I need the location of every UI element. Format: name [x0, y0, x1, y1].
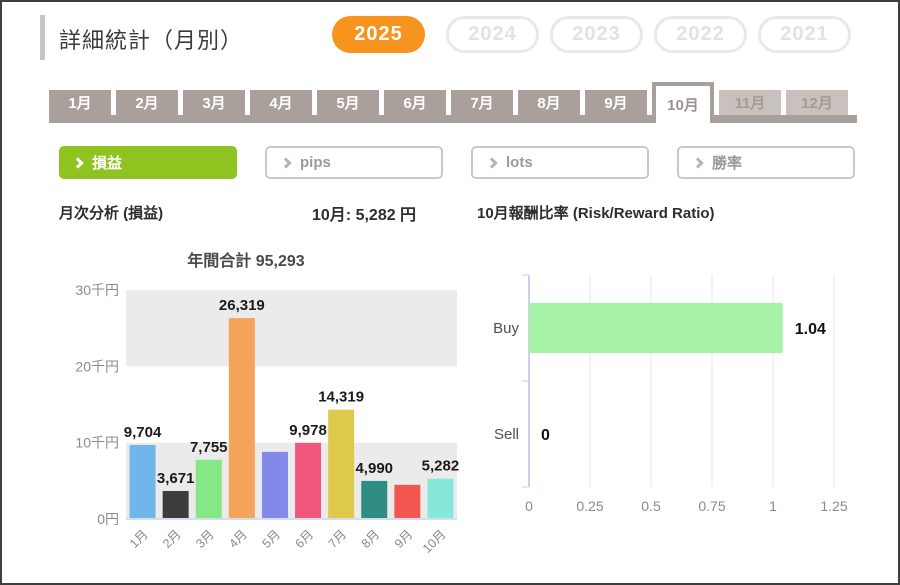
month-tab-10[interactable]: 10月 — [652, 82, 714, 123]
annual-total-label: 年間合計 95,293 — [187, 251, 304, 270]
bar-value-label: 9,978 — [289, 422, 327, 439]
x-axis-tick-label: 1.25 — [820, 498, 847, 514]
year-button-2025[interactable]: 2025 — [332, 16, 425, 53]
year-button-2024[interactable]: 2024 — [446, 16, 539, 53]
x-axis-month-label: 2月 — [160, 527, 184, 551]
month-tab-11: 11月 — [719, 90, 781, 115]
chevron-right-icon — [486, 157, 498, 169]
bar-value-label: 4,990 — [355, 460, 393, 477]
category-label-buy: Buy — [493, 320, 519, 337]
bar-value-label: 7,755 — [190, 439, 228, 456]
month-tab-3[interactable]: 3月 — [183, 90, 245, 115]
month-tabs: 1月 2月 3月 4月 5月 6月 7月 8月 9月 10月 11月 12月 — [49, 82, 857, 123]
bar-value-label: 5,282 — [422, 458, 460, 475]
bar-value-label: 26,319 — [219, 297, 265, 314]
month-tab-9[interactable]: 9月 — [585, 90, 647, 115]
bar-1月 — [129, 444, 156, 519]
bar-5月 — [261, 451, 288, 519]
bar-2月 — [162, 490, 189, 519]
month-total-value: 10月: 5,282 円 — [312, 207, 417, 224]
chevron-right-icon — [280, 157, 292, 169]
analysis-section-title: 月次分析 (損益) — [59, 205, 164, 222]
x-axis-month-label: 3月 — [193, 527, 217, 551]
bar-4月 — [228, 318, 255, 519]
x-axis-month-label: 4月 — [226, 527, 250, 551]
filter-button-pl[interactable]: 損益 — [59, 146, 237, 179]
x-axis-month-label: 8月 — [359, 527, 383, 551]
year-button-2023[interactable]: 2023 — [550, 16, 643, 53]
month-tab-4[interactable]: 4月 — [250, 90, 312, 115]
x-axis-tick-label: 0.25 — [576, 498, 603, 514]
filter-button-lots[interactable]: lots — [471, 146, 649, 179]
bar-value-label: 3,671 — [157, 470, 195, 487]
month-tab-6[interactable]: 6月 — [384, 90, 446, 115]
y-axis-tick-label: 10千円 — [75, 435, 119, 451]
risk-reward-section-title: 10月報酬比率 (Risk/Reward Ratio) — [477, 205, 715, 222]
bar-3月 — [195, 459, 222, 519]
page-title: 詳細統計（月別） — [59, 28, 244, 53]
title-accent-bar — [40, 15, 45, 60]
x-axis-month-label: 10月 — [420, 527, 449, 556]
chevron-right-icon — [72, 157, 84, 169]
y-axis-tick-label: 30千円 — [75, 282, 119, 298]
bar-value-label: 14,319 — [318, 389, 364, 406]
bar-8月 — [361, 480, 388, 519]
x-axis-tick-label: 0.5 — [641, 498, 661, 514]
x-axis-month-label: 5月 — [259, 527, 283, 551]
bar-10月 — [427, 478, 454, 519]
month-tab-5[interactable]: 5月 — [317, 90, 379, 115]
x-axis-tick-label: 1 — [769, 498, 777, 514]
metric-filters: 損益 pips lots 勝率 — [59, 146, 855, 179]
bar-buy — [529, 303, 783, 353]
bar-6月 — [295, 442, 322, 519]
y-axis-tick-label: 0円 — [97, 511, 119, 527]
filter-button-label: 勝率 — [712, 155, 743, 172]
filter-button-label: lots — [506, 154, 533, 171]
month-tab-2[interactable]: 2月 — [116, 90, 178, 115]
x-axis-tick-label: 0.75 — [698, 498, 725, 514]
month-tab-12: 12月 — [786, 90, 848, 115]
month-tabs-strip — [49, 115, 857, 123]
category-label-sell: Sell — [494, 426, 519, 443]
year-button-2021[interactable]: 2021 — [758, 16, 851, 53]
x-axis-month-label: 6月 — [293, 527, 317, 551]
risk-reward-chart: Buy 1.04 Sell 0 0 0.25 0.5 0.75 1 1.25 — [493, 274, 848, 514]
year-button-2022[interactable]: 2022 — [654, 16, 747, 53]
bar-value-label: 1.04 — [795, 321, 826, 338]
x-axis-month-label: 7月 — [326, 527, 350, 551]
filter-button-label: 損益 — [92, 155, 123, 172]
x-axis-month-label: 9月 — [392, 527, 416, 551]
month-tab-7[interactable]: 7月 — [451, 90, 513, 115]
month-tab-8[interactable]: 8月 — [518, 90, 580, 115]
filter-button-pips[interactable]: pips — [265, 146, 443, 179]
bar-value-label: 0 — [541, 427, 550, 444]
filter-button-label: pips — [300, 154, 331, 171]
x-axis-month-label: 1月 — [127, 527, 151, 551]
chevron-right-icon — [692, 157, 704, 169]
year-selector: 2025 2024 2023 2022 2021 — [332, 16, 851, 53]
y-axis-tick-label: 20千円 — [75, 358, 119, 374]
monthly-pl-chart: 年間合計 95,293 0円 10千円 20千円 30千円 9,704 1月 3,671 2月 7… — [75, 251, 460, 556]
bar-9月 — [394, 484, 421, 519]
x-axis-tick-label: 0 — [525, 498, 533, 514]
filter-button-winrate[interactable]: 勝率 — [677, 146, 855, 179]
bar-value-label: 9,704 — [124, 424, 162, 441]
month-tab-1[interactable]: 1月 — [49, 90, 111, 115]
bar-7月 — [328, 409, 355, 519]
